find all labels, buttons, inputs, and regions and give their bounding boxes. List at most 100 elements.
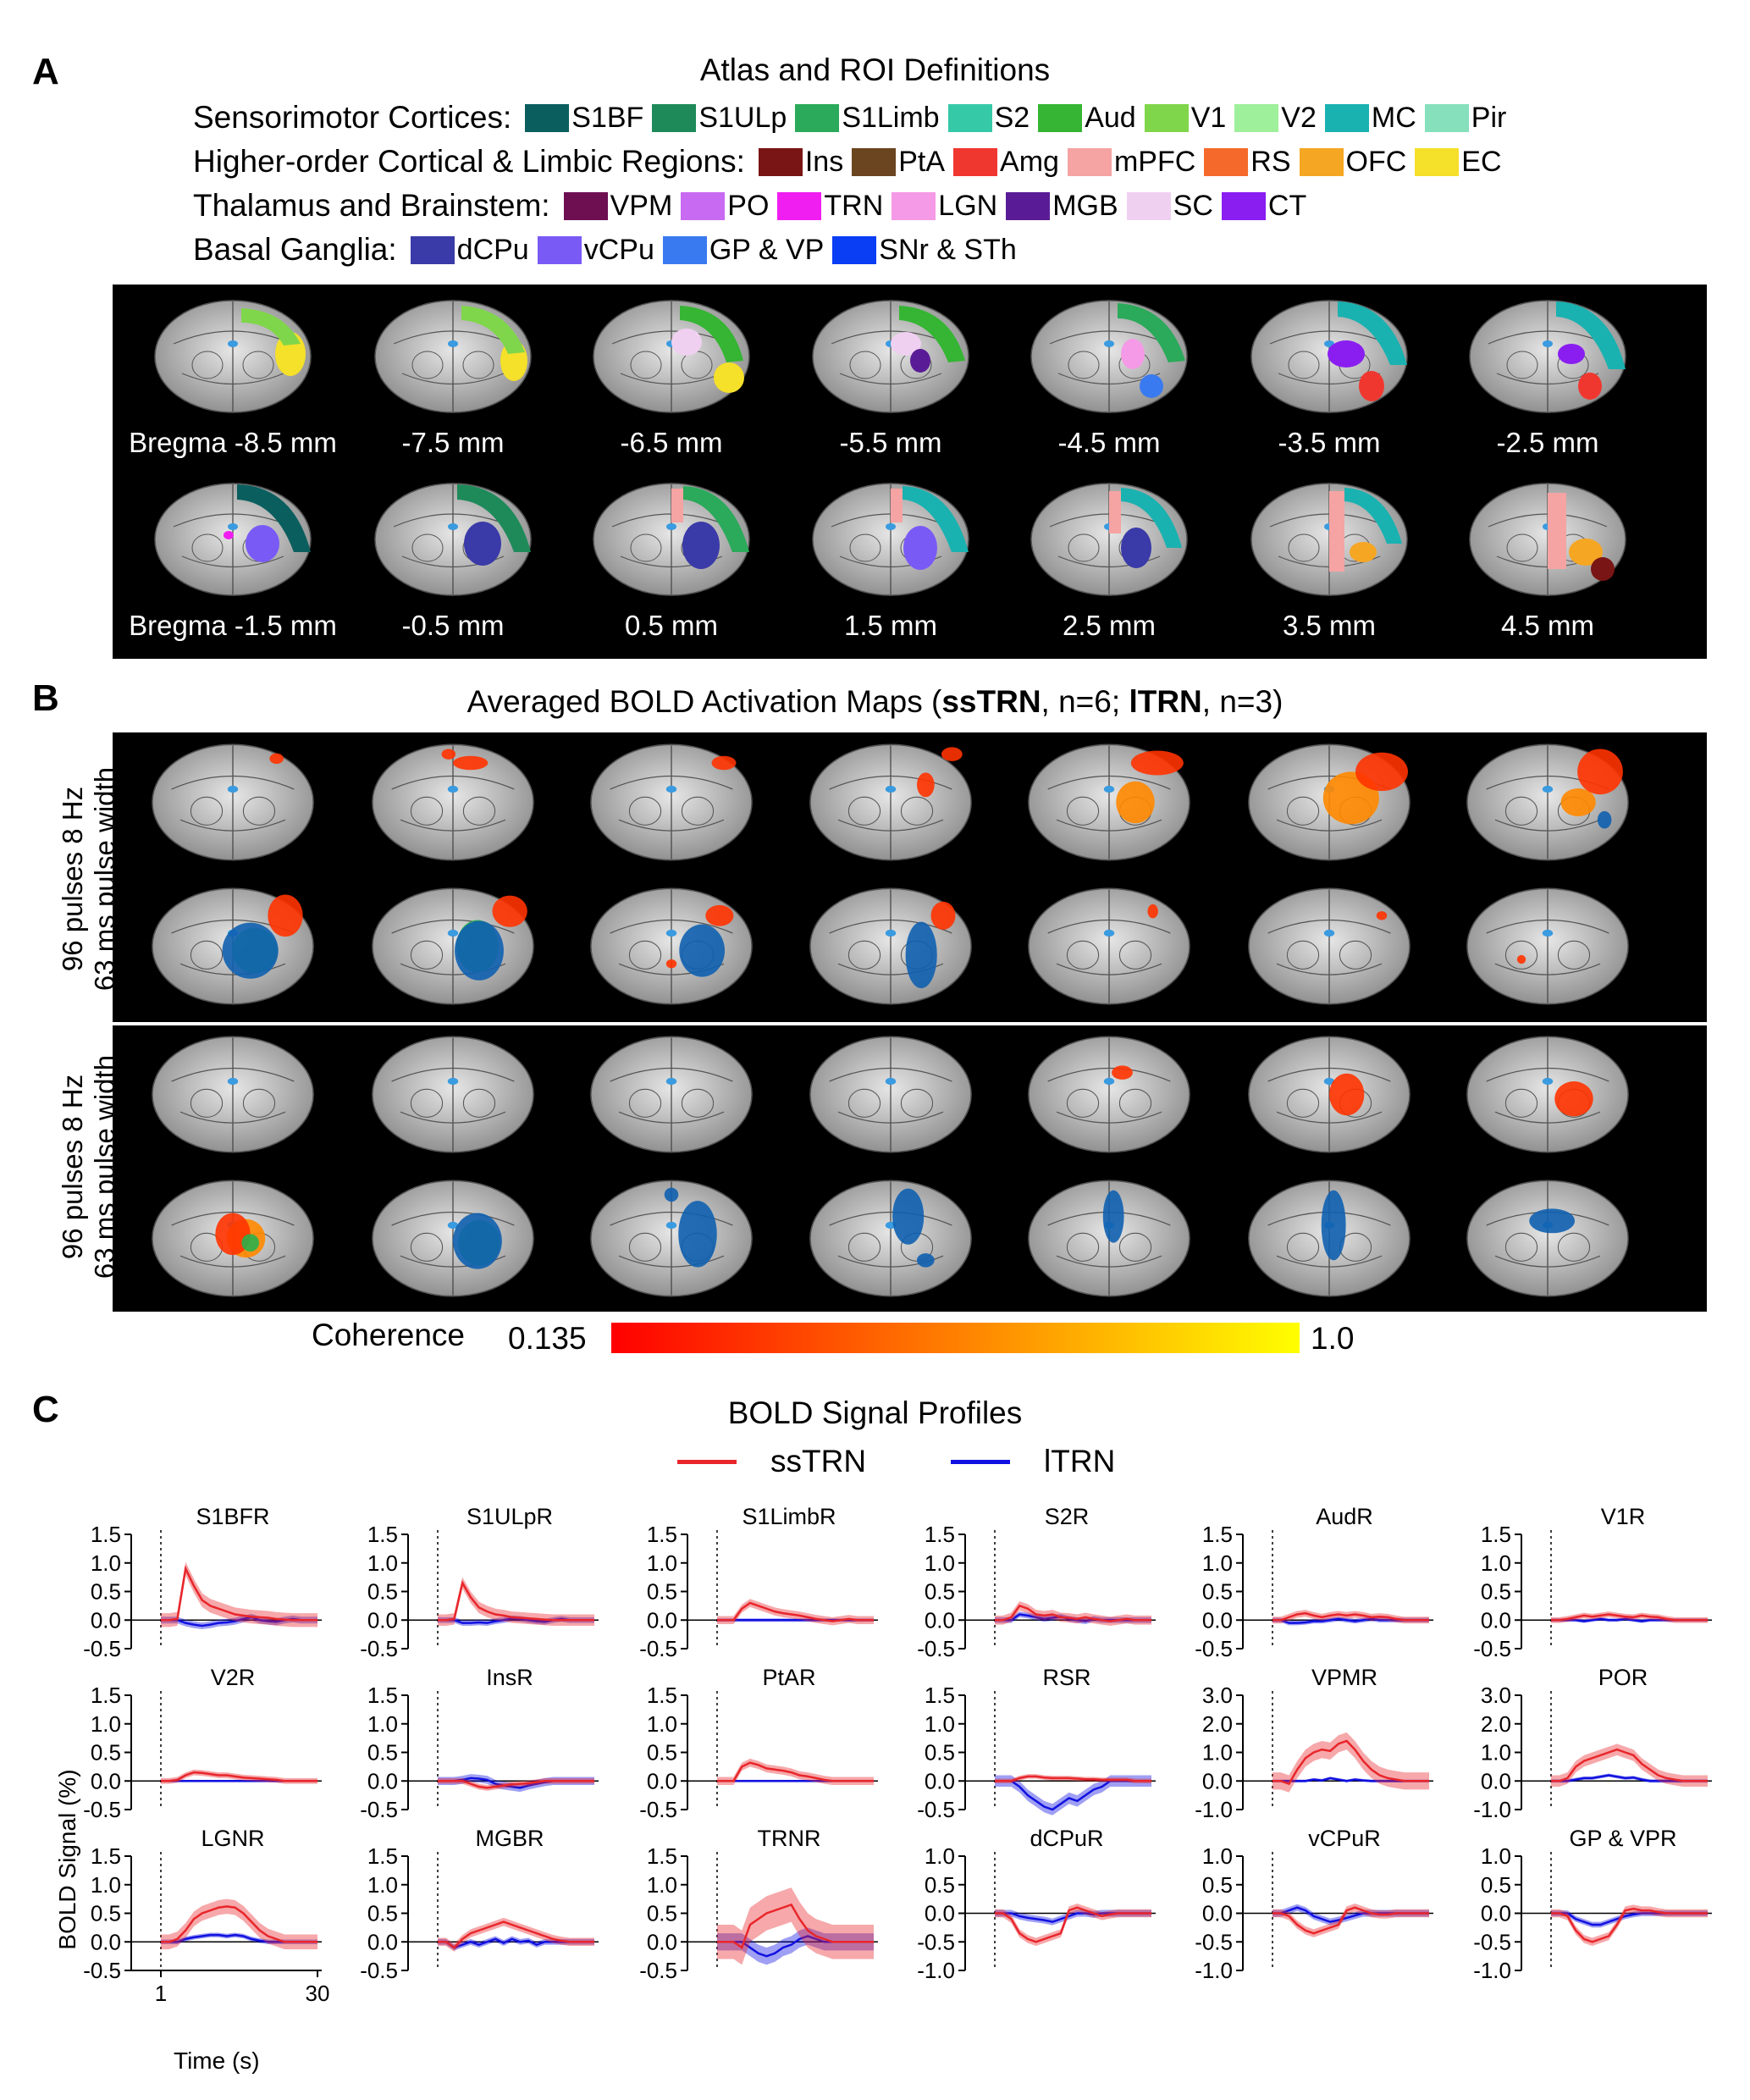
y-tick-label: 1.5 (91, 1683, 121, 1708)
series-line (1551, 1748, 1708, 1782)
legend-swatch (832, 235, 877, 264)
brain-slice (590, 743, 753, 861)
brain-slice (1030, 483, 1188, 596)
legend-label: VPM (610, 189, 673, 222)
profile-plot: AudR 1.5 1.0 0.50.0 -0.5 (1195, 1504, 1433, 1661)
y-tick-label: 0.5 (1202, 1872, 1233, 1898)
legend-swatch (1204, 147, 1249, 176)
y-tick-label: -0.5 (83, 1636, 121, 1661)
atlas-slice (578, 293, 765, 424)
series-line (1272, 1739, 1429, 1786)
y-tick-label: 1.5 (925, 1683, 955, 1708)
sem-band (1551, 1904, 1708, 1946)
legend-item: OFC (1299, 146, 1406, 179)
bregma-label: -5.5 mm (839, 427, 942, 458)
brain-slice (590, 1180, 753, 1297)
legend-swatch (1424, 103, 1469, 132)
bold-map-slice (578, 881, 765, 1016)
profile-plot: InsR 1.5 1.0 0.50.0 -0.5 (360, 1665, 599, 1822)
brain-slice (809, 1036, 972, 1153)
legend-swatch (1221, 191, 1266, 220)
legend-label: S1Limb (842, 101, 940, 134)
legend-label: EC (1461, 145, 1502, 178)
brain-slice (809, 743, 972, 861)
y-tick-label: 1.0 (1481, 1550, 1511, 1576)
plot-title: VPMR (1311, 1665, 1377, 1690)
legend-label: SNr & STh (879, 233, 1017, 266)
legend-label: PtA (898, 145, 946, 178)
bregma-label: -2.5 mm (1496, 427, 1599, 458)
legend-swatch (1299, 147, 1344, 176)
legend-swatch (537, 235, 582, 264)
y-tick-label: 3.0 (1481, 1683, 1511, 1708)
y-tick-label: 0.5 (1481, 1579, 1511, 1605)
legend-label: CT (1267, 189, 1307, 222)
y-tick-label: -0.5 (1473, 1929, 1511, 1954)
y-tick-label: 1.0 (1202, 1740, 1233, 1766)
brain-slice (1466, 1180, 1629, 1297)
legend-label: MGB (1052, 189, 1118, 222)
legend-label: dCPu (456, 233, 529, 266)
y-tick-label: 0.5 (925, 1740, 955, 1766)
series-line (1551, 1613, 1708, 1622)
brain-slice (1028, 887, 1190, 1005)
plot-title: dCPuR (1030, 1826, 1103, 1851)
bold-map-slice (798, 1173, 984, 1308)
y-tick-label: -0.5 (1195, 1636, 1233, 1661)
brain-slice (374, 300, 532, 413)
series-line (438, 1579, 594, 1622)
legend-category: Basal Ganglia: (193, 232, 397, 267)
y-tick-label: 1.0 (1481, 1740, 1511, 1766)
y-tick-label: 0.0 (1202, 1607, 1233, 1633)
series-line (161, 1565, 317, 1622)
y-tick-label: -0.5 (83, 1797, 121, 1822)
atlas-slice (360, 476, 546, 607)
y-tick-label: 0.0 (925, 1768, 955, 1793)
y-tick-label: -0.5 (917, 1929, 955, 1954)
series-line (717, 1601, 874, 1622)
atlas-slice (1016, 293, 1202, 424)
y-tick-label: 0.5 (1481, 1872, 1511, 1898)
y-tick-label: 1.5 (91, 1843, 121, 1869)
legend-item: TRN (777, 190, 883, 223)
plot-title: GP & VPR (1569, 1826, 1676, 1851)
y-tick-label: 0.0 (647, 1607, 677, 1633)
legend-item: SNr & STh (832, 233, 1017, 267)
panel-b-title-ss: ssTRN (941, 684, 1041, 719)
panel-b-title-suffix: , n=3) (1201, 684, 1284, 719)
legend-swatch (652, 103, 697, 132)
y-tick-label: 1.0 (91, 1550, 121, 1576)
plot-title: V2R (211, 1665, 256, 1690)
brain-slice (812, 483, 969, 596)
y-tick-label: 1.0 (647, 1550, 677, 1576)
bold-map-slice (360, 1029, 546, 1164)
brain-slice (1466, 887, 1629, 1005)
y-tick-label: 1.5 (367, 1843, 398, 1869)
brain-slice (154, 300, 312, 413)
legend-item: PO (681, 190, 769, 223)
profile-plot: TRNR 1.5 1.0 0.5 0.0 -0.5 (639, 1826, 878, 1983)
plot-title: TRNR (758, 1826, 821, 1851)
brain-slice (152, 1036, 314, 1153)
y-tick-label: 1.0 (647, 1872, 677, 1898)
plot-title: RSR (1042, 1665, 1090, 1690)
series-line (438, 1920, 594, 1949)
plot-title: S2R (1045, 1504, 1090, 1529)
bold-map-slice (578, 1029, 765, 1164)
y-tick-label: 1.0 (925, 1711, 955, 1737)
legend-item: MC (1324, 102, 1416, 135)
y-tick-label: 1.5 (367, 1683, 398, 1708)
y-tick-label: -0.5 (1195, 1929, 1233, 1954)
y-tick-label: 0.5 (91, 1740, 121, 1766)
legend-line-sstrn (677, 1459, 737, 1464)
y-tick-label: 1.0 (925, 1843, 955, 1869)
bold-map-slice (1016, 737, 1202, 872)
y-tick-label: 0.0 (1202, 1768, 1233, 1793)
y-tick-label: -1.0 (1473, 1958, 1511, 1983)
legend-item: MGB (1006, 190, 1118, 223)
profile-plot: LGNR 1.5 1.0 0.5 0.0 -0.5 1 30 (83, 1826, 329, 2006)
legend-label: LGN (938, 189, 998, 222)
y-tick-label: 0.0 (367, 1929, 398, 1954)
y-tick-label: 0.0 (91, 1607, 121, 1633)
y-tick-label: 0.5 (367, 1579, 398, 1605)
